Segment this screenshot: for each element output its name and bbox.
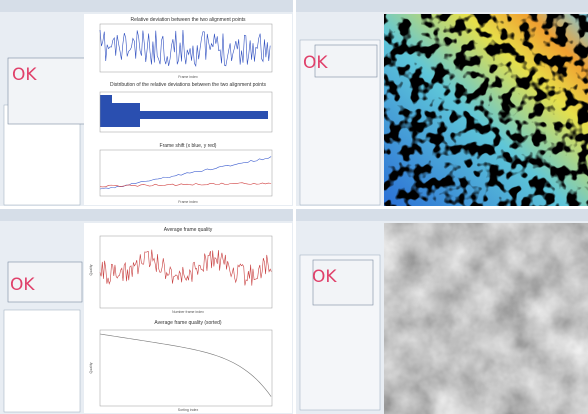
ok-label: OK (12, 65, 37, 85)
ok-label: OK (312, 267, 337, 287)
chart-title: Distribution of the relative deviations … (110, 82, 266, 88)
axis-label: Quality (89, 264, 93, 275)
chart-title: Average frame quality (164, 227, 213, 233)
chart-title: Relative deviation between the two align… (130, 17, 246, 23)
toolbar (296, 0, 588, 12)
chart-title: Frame shift (x blue, y red) (160, 143, 217, 149)
histogram-bar (100, 111, 268, 119)
axis-label: Sorting index (178, 408, 199, 412)
histogram-bar (100, 119, 140, 127)
grayscale-image (384, 223, 588, 414)
axis-label: Frame index (178, 75, 198, 79)
chart-area (84, 223, 292, 413)
tree-panel (4, 310, 80, 412)
axis-label: Quality (89, 362, 93, 373)
toolbar (0, 0, 293, 12)
histogram-bar (100, 103, 140, 111)
chart-title: Average frame quality (sorted) (154, 320, 221, 326)
ok-label: OK (10, 275, 35, 295)
screenshot: OK OK OK OK Relative deviation between t… (0, 0, 588, 414)
heatmap-texture (384, 14, 588, 206)
page: OK OK OK OK Relative deviation between t… (0, 0, 588, 414)
axis-label: Frame index (178, 200, 198, 204)
toolbar (0, 209, 293, 221)
toolbar (296, 209, 588, 221)
ok-label: OK (303, 53, 328, 73)
axis-label: Number frame index (172, 310, 204, 314)
histogram-bar (100, 95, 112, 103)
